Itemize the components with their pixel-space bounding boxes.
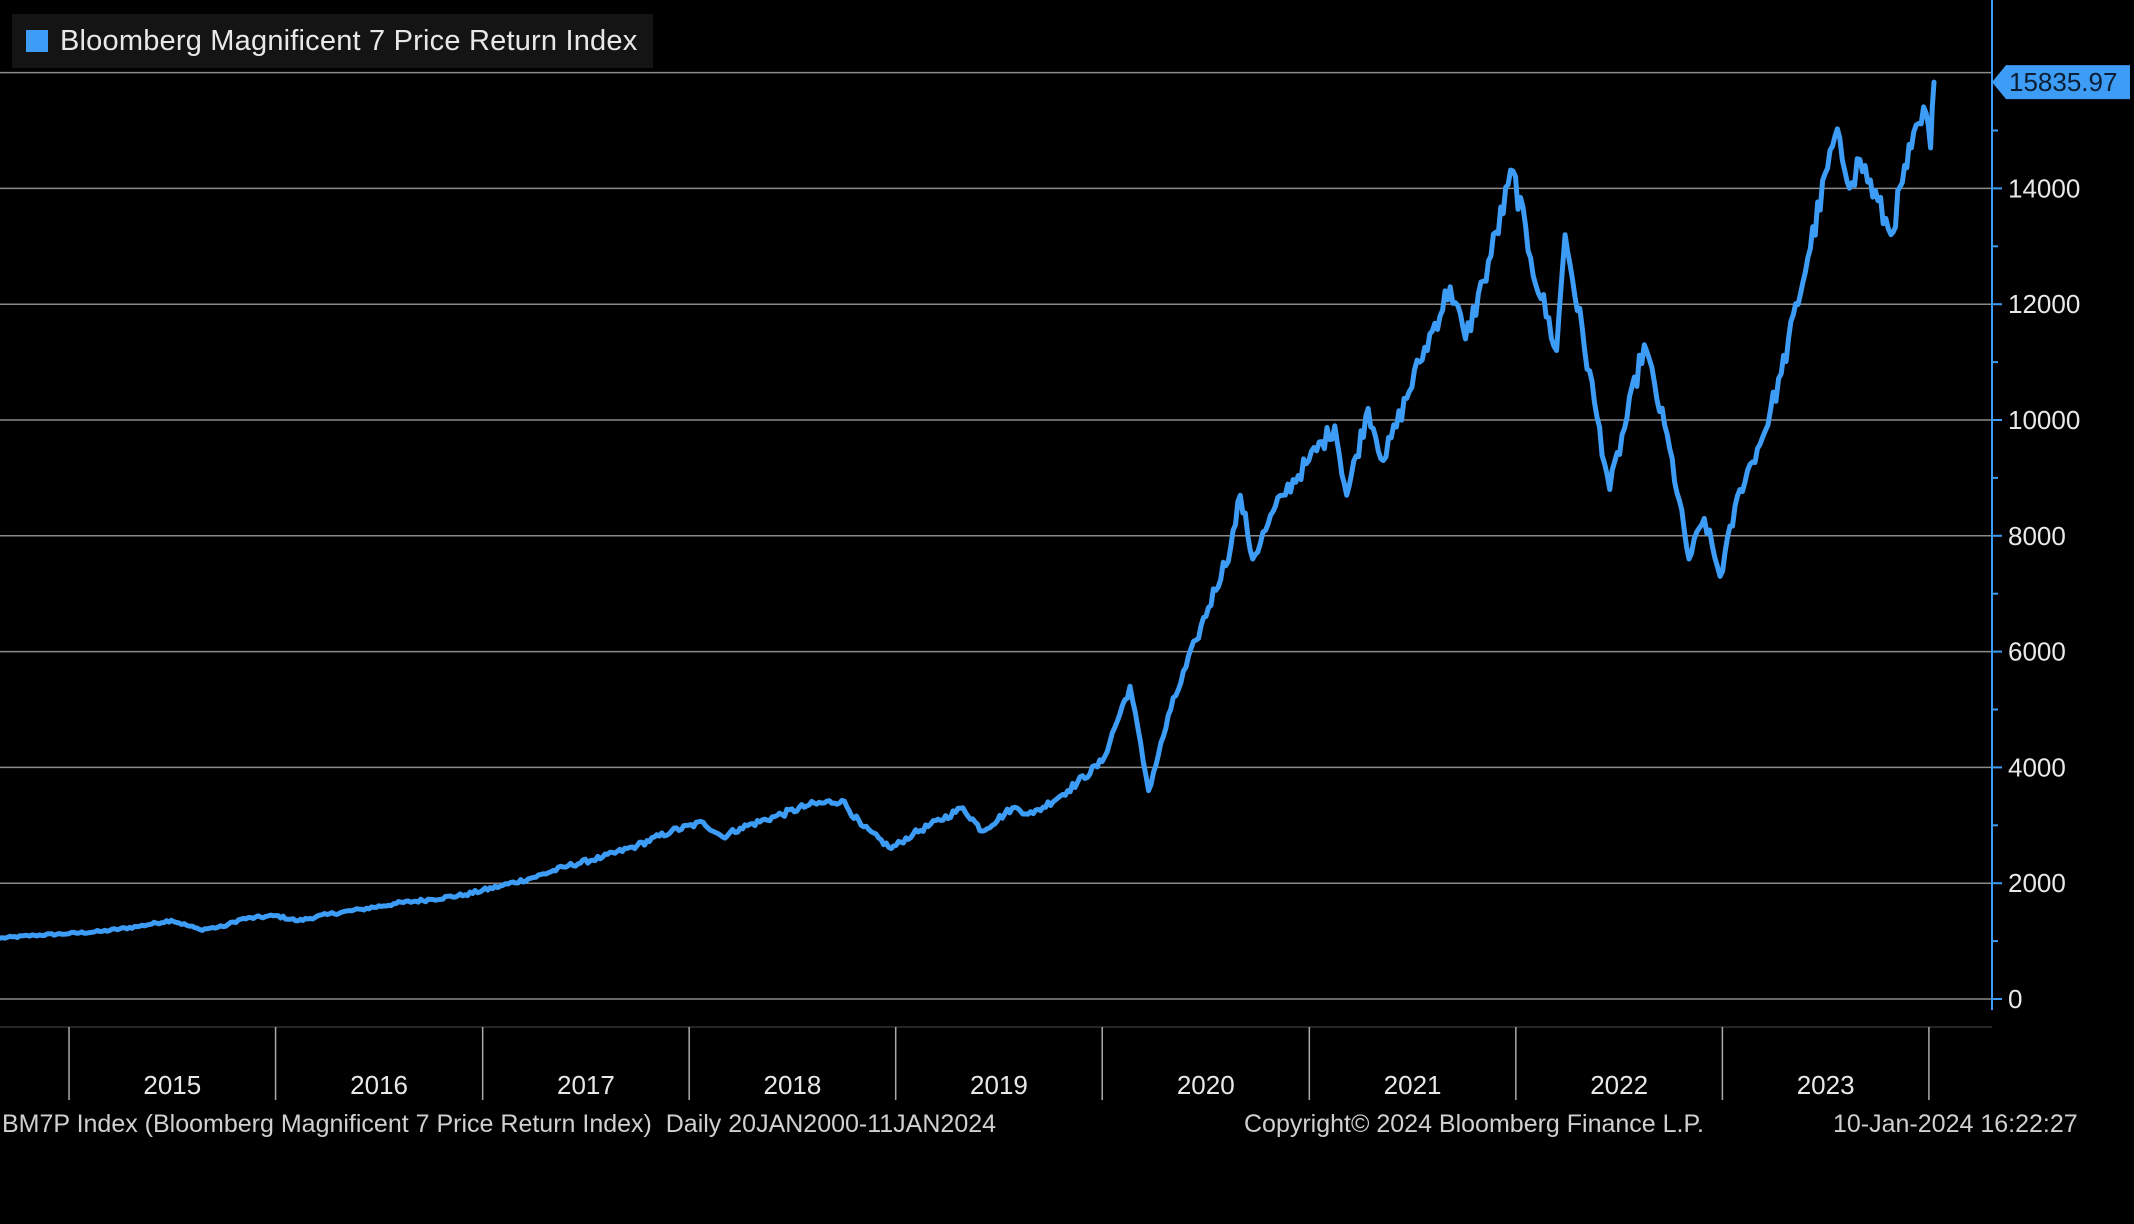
xtick-label-2021: 2021	[1384, 1070, 1442, 1100]
series-line-bm7p	[0, 79, 1937, 941]
footer-index-info: BM7P Index (Bloomberg Magnificent 7 Pric…	[2, 1110, 997, 1138]
last-value-flag	[1992, 65, 2130, 100]
ytick-label-14000: 14000	[2008, 173, 2080, 203]
xtick-label-2017: 2017	[557, 1070, 615, 1100]
footer-copyright: Copyright© 2024 Bloomberg Finance L.P.	[1244, 1110, 1704, 1138]
ytick-label-4000: 4000	[2008, 752, 2066, 782]
ytick-label-6000: 6000	[2008, 637, 2066, 667]
footer-timestamp: 10-Jan-2024 16:22:27	[1833, 1110, 2078, 1138]
xtick-label-2022: 2022	[1590, 1070, 1648, 1100]
xtick-label-2016: 2016	[350, 1070, 408, 1100]
chart-canvas: 2015 2016 2017 2018 2019 2020 2021 2022 2023 0 20…	[0, 0, 2130, 1100]
ytick-label-0: 0	[2008, 984, 2022, 1014]
xtick-label-2018: 2018	[764, 1070, 822, 1100]
grid-lines	[0, 71, 1992, 1000]
legend-swatch	[26, 30, 48, 52]
legend: Bloomberg Magnificent 7 Price Return Ind…	[12, 14, 654, 68]
xtick-label-2020: 2020	[1177, 1070, 1235, 1100]
x-axis: 2015 2016 2017 2018 2019 2020 2021 2022 2023	[0, 1026, 1992, 1100]
legend-label: Bloomberg Magnificent 7 Price Return Ind…	[60, 24, 638, 57]
ytick-label-10000: 10000	[2008, 405, 2080, 435]
xtick-label-2023: 2023	[1797, 1070, 1855, 1100]
ytick-label-8000: 8000	[2008, 521, 2066, 551]
footer: BM7P Index (Bloomberg Magnificent 7 Pric…	[0, 1108, 2134, 1142]
y-axis: 0 2000 4000 6000 8000 10000 12000 14000	[1991, 0, 2080, 1014]
xtick-label-2019: 2019	[970, 1070, 1028, 1100]
series-group	[0, 79, 1937, 941]
last-value-label: 15835.97	[2009, 67, 2117, 97]
ytick-label-12000: 12000	[2008, 289, 2080, 319]
ytick-label-2000: 2000	[2008, 868, 2066, 898]
xtick-label-2015: 2015	[143, 1070, 201, 1100]
last-value-label-group: 15835.97	[1992, 65, 2130, 100]
